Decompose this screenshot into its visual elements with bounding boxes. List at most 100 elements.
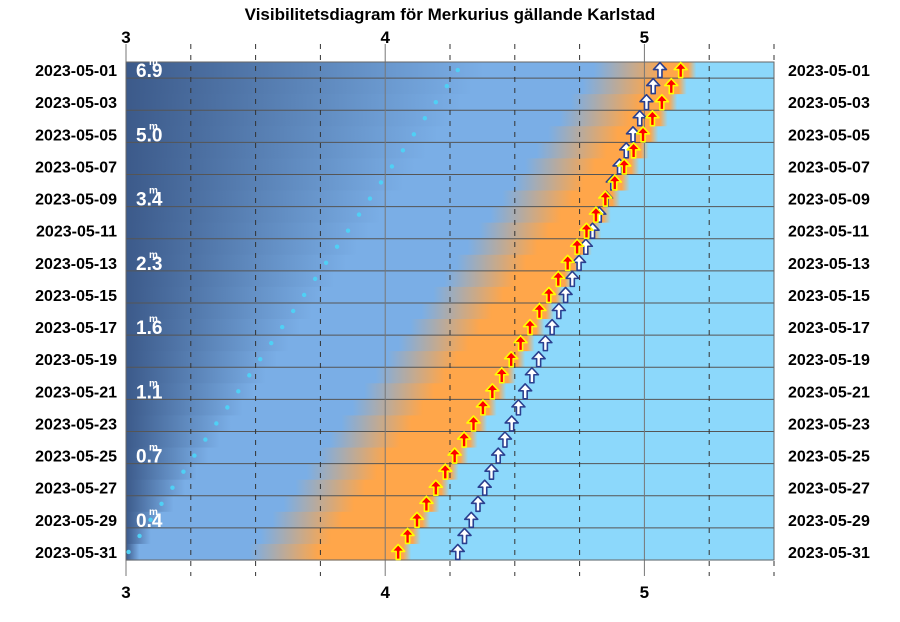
white-rise-arrow — [517, 383, 533, 400]
white-rise-arrow — [511, 399, 526, 416]
date-label-right: 2023-05-07 — [788, 159, 870, 176]
sky-row — [126, 254, 774, 272]
white-rise-arrow — [565, 270, 580, 288]
red-sunrise-arrow — [569, 238, 585, 256]
date-label-left: 2023-05-13 — [35, 256, 117, 273]
sky-row — [126, 319, 774, 336]
date-label-left: 2023-05-21 — [35, 384, 117, 401]
red-sunrise-arrow — [588, 206, 604, 223]
date-label-right: 2023-05-31 — [788, 545, 870, 562]
white-rise-arrow — [477, 479, 493, 497]
white-rise-arrow — [645, 77, 661, 95]
date-label-right: 2023-05-19 — [788, 352, 870, 369]
mercury-rise-dot — [301, 292, 307, 298]
red-sunrise-arrow — [485, 383, 500, 400]
magnitude-unit: m — [149, 57, 158, 68]
white-rise-arrow — [652, 61, 668, 79]
date-label-right: 2023-05-21 — [788, 384, 870, 401]
date-label-right: 2023-05-29 — [788, 513, 870, 530]
axes: 3 3 4 4 5 5 2023-05-01 2023-05-01 2023-05-03 2023… — [35, 28, 870, 602]
sky-row — [126, 206, 774, 224]
date-label-left: 2023-05-03 — [35, 95, 117, 112]
date-label-right: 2023-05-25 — [788, 449, 870, 466]
date-label-left: 2023-05-29 — [35, 513, 117, 530]
date-label-right: 2023-05-27 — [788, 481, 870, 498]
mercury-rise-dot — [247, 373, 252, 378]
mercury-rise-dots — [126, 67, 460, 555]
date-label-left: 2023-05-19 — [35, 352, 117, 369]
mercury-rise-dot — [137, 533, 142, 539]
white-rise-arrow — [457, 527, 472, 545]
x-tick-label-top: 5 — [640, 28, 649, 47]
mercury-rise-dot — [159, 501, 164, 506]
sky-row — [126, 78, 774, 95]
sky-row — [126, 286, 774, 304]
date-label-right: 2023-05-09 — [788, 192, 870, 209]
magnitude-label: 5.0 — [136, 125, 162, 146]
mercury-rise-dot — [356, 212, 362, 217]
sky-row — [126, 142, 774, 159]
red-sunrise-arrow — [466, 415, 481, 432]
sky-row — [126, 463, 774, 481]
date-label-right: 2023-05-11 — [788, 224, 869, 241]
date-label-right: 2023-05-05 — [788, 127, 870, 144]
mercury-rise-dot — [400, 148, 406, 153]
white-rise-arrow — [531, 350, 546, 368]
magnitude-unit: m — [149, 378, 158, 389]
magnitude-label: 0.7 — [136, 447, 162, 468]
date-label-left: 2023-05-15 — [35, 288, 117, 305]
red-sunrise-arrow — [419, 495, 434, 513]
date-label-left: 2023-05-11 — [36, 224, 117, 241]
sky-row — [126, 415, 774, 433]
mercury-rise-dot — [312, 276, 318, 282]
white-rise-arrow — [470, 495, 486, 513]
red-sunrise-arrow — [437, 463, 453, 480]
sky-row — [126, 527, 774, 545]
white-rise-arrow — [463, 511, 479, 529]
mercury-rise-dot — [422, 116, 428, 121]
date-label-left: 2023-05-05 — [35, 127, 117, 144]
magnitude-label: 0.4 — [136, 511, 163, 532]
magnitude-unit: m — [149, 507, 158, 518]
red-sunrise-arrow — [494, 366, 510, 384]
sky-row — [126, 495, 774, 513]
red-sunrise-arrow — [560, 254, 575, 272]
red-sunrise-arrow — [428, 479, 444, 497]
mercury-rise-dot — [345, 228, 351, 233]
red-sunrise-arrow — [635, 125, 651, 143]
mercury-rise-dot — [334, 244, 340, 249]
x-tick-label-top: 4 — [380, 28, 390, 47]
white-rise-arrow — [484, 463, 499, 480]
sky-row — [126, 383, 774, 400]
mercury-rise-dot — [411, 132, 417, 137]
mercury-rise-dot — [455, 67, 460, 73]
date-label-right: 2023-05-13 — [788, 256, 870, 273]
red-sunrise-arrow — [522, 318, 538, 336]
red-sunrise-arrow — [532, 302, 547, 320]
red-sunrise-arrow — [626, 142, 641, 159]
chart-title: Visibilitetsdiagram för Merkurius gällan… — [245, 5, 656, 24]
mercury-rise-dot — [433, 99, 439, 105]
red-sunrise-arrow — [400, 527, 415, 545]
white-rise-arrow — [450, 543, 466, 561]
date-label-left: 2023-05-31 — [35, 545, 117, 562]
mercury-rise-dot — [290, 308, 296, 314]
mercury-rise-dot — [367, 196, 373, 201]
red-sunrise-arrow — [654, 93, 670, 111]
date-label-right: 2023-05-17 — [788, 320, 870, 337]
plot-frame — [125, 61, 775, 561]
red-sunrise-arrow — [616, 158, 632, 175]
mercury-rise-dot — [269, 340, 274, 346]
date-label-left: 2023-05-25 — [35, 449, 117, 466]
magnitude-label: 3.4 — [136, 190, 163, 211]
magnitude-unit: m — [149, 121, 158, 132]
date-label-left: 2023-05-17 — [35, 320, 117, 337]
white-rise-arrow — [538, 334, 553, 352]
date-label-left: 2023-05-01 — [35, 63, 117, 80]
magnitude-label: 1.1 — [136, 382, 163, 403]
sky-row — [126, 238, 774, 256]
mercury-rise-dot — [214, 421, 219, 426]
sky-row — [126, 431, 774, 449]
date-label-left: 2023-05-27 — [35, 481, 117, 498]
